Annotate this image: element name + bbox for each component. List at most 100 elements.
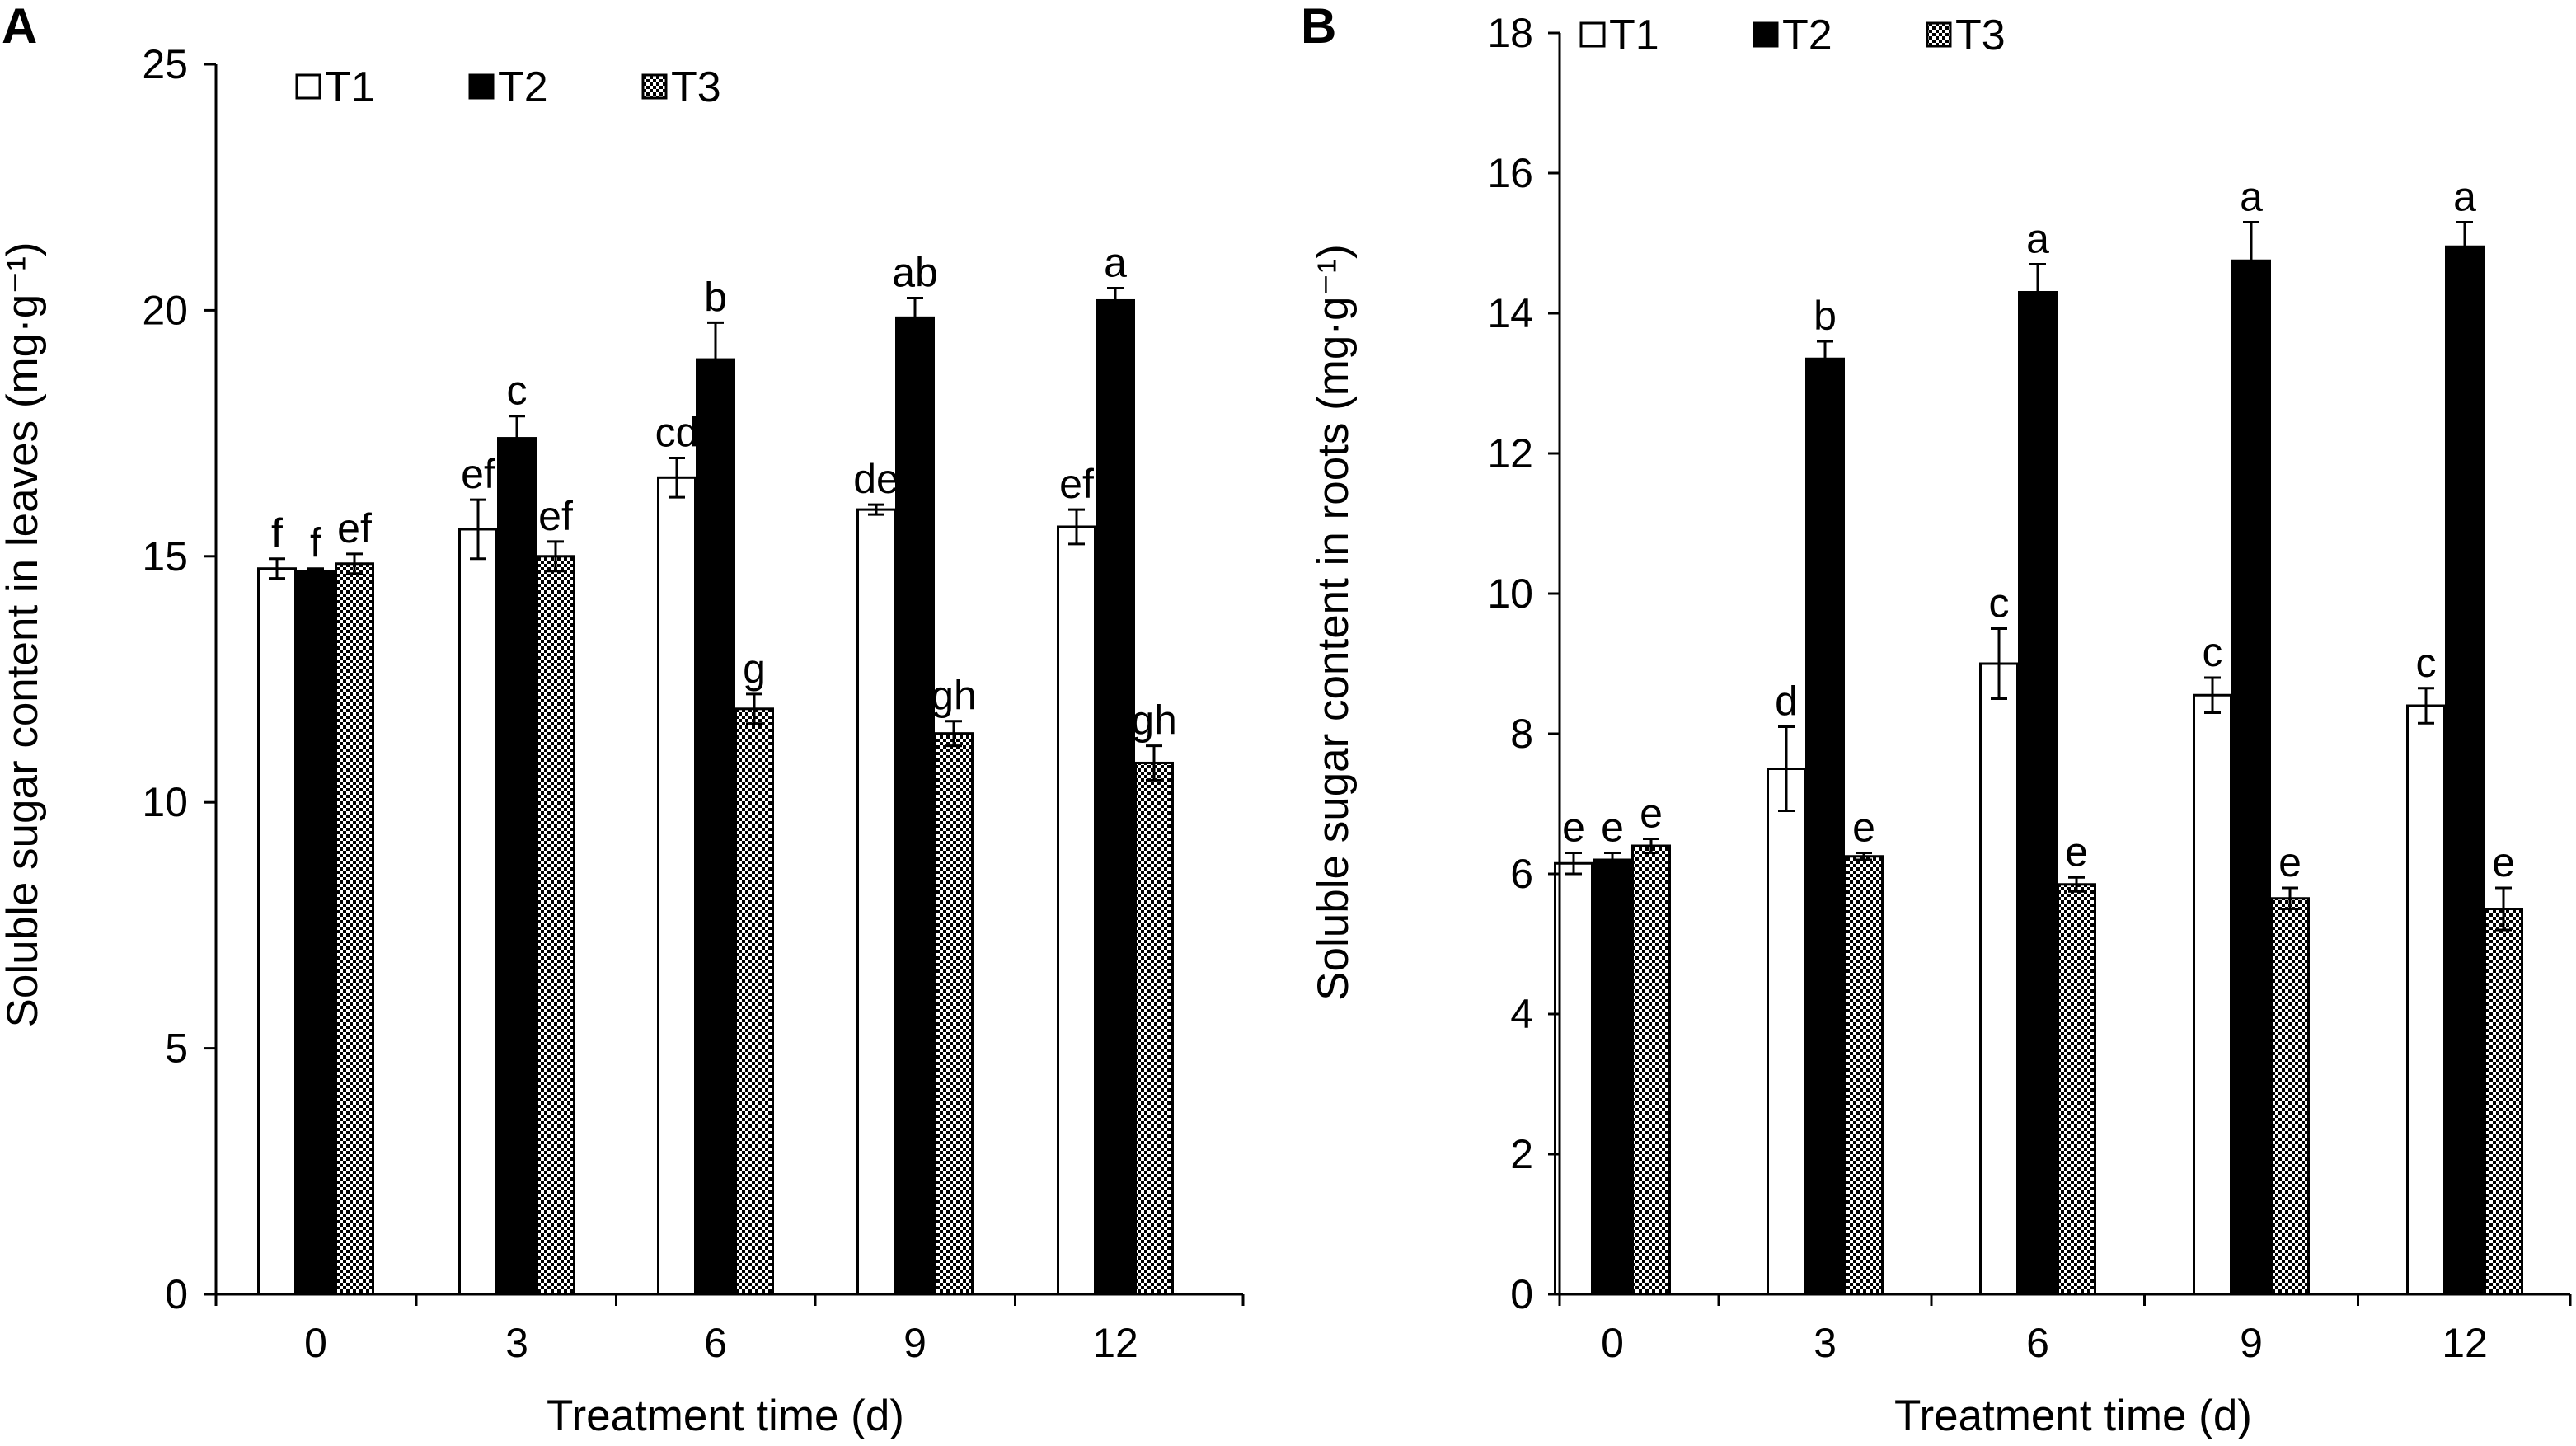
panel-b-y-tick-label: 16: [1487, 150, 1533, 196]
panel-a-error-bar-t1-day-3: [470, 498, 486, 561]
panel-b-letter-t1-day-0: e: [1562, 805, 1585, 851]
panel-a-error-bar-t1-day-6: [669, 456, 685, 499]
panel-a-bar-t1-day-3: [458, 528, 498, 1296]
panel-a-chart: A Soluble sugar content in leaves (mg·g⁻…: [0, 0, 1245, 1440]
panel-b-legend: T1 T2 T3: [1579, 12, 2006, 59]
panel-a-y-tick-label: 0: [165, 1271, 188, 1317]
panel-a-axes: 0 5 10 15 20 25 0 3 6 9 12: [142, 41, 1245, 1366]
panel-b-x-tick-label: 12: [2442, 1320, 2488, 1366]
panel-b-error-bar-t3-day-9: [2282, 886, 2298, 910]
panel-b-bar-t2-day-9: [2231, 259, 2271, 1296]
panel-a-letter-t2-day-6: b: [704, 274, 727, 320]
panel-a-error-bar-t1-day-12: [1068, 508, 1085, 546]
panel-b-letter-t2-day-0: e: [1601, 805, 1624, 851]
panel-b-bar-t1-day-6: [1979, 662, 2019, 1296]
panel-b-error-bar-t1-day-6: [1991, 627, 2007, 700]
panel-a-y-tick-label: 5: [165, 1026, 188, 1072]
panel-b-letter-t2-day-12: a: [2453, 174, 2476, 220]
panel-b-chart: B Soluble sugar content in roots (mg·g⁻¹…: [1301, 0, 2572, 1440]
panel-a-bar-t2-day-3: [497, 437, 537, 1296]
panel-a-bar-t2-day-12: [1096, 298, 1135, 1296]
panel-a-bar-t3-day-9: [934, 732, 974, 1296]
panel-b-legend-swatch-t3: [1926, 21, 1952, 48]
panel-b-y-tick-label: 2: [1510, 1131, 1533, 1177]
panel-a-legend-item-t1: T1: [295, 63, 375, 111]
panel-a-legend-label-t1: T1: [325, 63, 375, 111]
panel-a-x-tick-label: 12: [1092, 1320, 1138, 1366]
panel-a-letter-t2-day-9: ab: [892, 249, 938, 295]
panel-b-y-tick-label: 6: [1510, 851, 1533, 897]
panel-a-error-bar-t1-day-0: [269, 557, 285, 580]
panel-b-letter-t3-day-6: e: [2065, 829, 2088, 875]
panel-a-error-bar-t2-day-12: [1107, 287, 1124, 314]
panel-a-legend-label-t3: T3: [671, 63, 721, 111]
panel-a-y-tick-label: 25: [142, 41, 188, 87]
panel-a-error-bar-t3-day-9: [945, 720, 962, 748]
panel-b-letter-t3-day-12: e: [2492, 839, 2515, 885]
panel-b-error-bar-t3-day-0: [1643, 838, 1659, 854]
panel-b-letter-t3-day-0: e: [1640, 791, 1663, 837]
panel-a-legend-swatch-t2: [468, 73, 495, 100]
panel-b-letter-t1-day-6: c: [1989, 580, 2010, 627]
panel-b-x-tick-label: 9: [2240, 1320, 2263, 1366]
panel-b-bar-t2-day-6: [2018, 291, 2058, 1296]
panel-a-letter-t1-day-6: cd: [655, 409, 699, 455]
panel-a-error-bar-t2-day-6: [707, 321, 724, 398]
panel-b-letter-t3-day-9: e: [2278, 839, 2302, 885]
panel-b-error-bar-t3-day-6: [2068, 876, 2085, 893]
panel-a-legend-swatch-t3: [641, 73, 668, 100]
panel-b-error-bar-t2-day-9: [2243, 221, 2259, 301]
panel-b-error-bar-t2-day-3: [1817, 340, 1833, 378]
panel-b-bar-t2-day-3: [1805, 357, 1845, 1296]
panel-b-bar-t3-day-9: [2270, 897, 2310, 1296]
panel-b-x-tick-label: 3: [1814, 1320, 1837, 1366]
panel-b-y-tick-label: 18: [1487, 10, 1533, 56]
panel-a-error-bar-t3-day-0: [346, 552, 363, 575]
panel-a-letter-t3-day-3: ef: [538, 493, 573, 539]
panel-a-bar-t2-day-6: [696, 358, 735, 1296]
panel-b-bar-t3-day-6: [2057, 883, 2096, 1296]
panel-a-letter-t1-day-3: ef: [461, 451, 495, 497]
panel-b-bar-t3-day-0: [1631, 844, 1671, 1296]
panel-a-legend-swatch-t1: [295, 73, 321, 100]
panel-a-letter-t3-day-12: gh: [1131, 697, 1177, 744]
panel-a-bar-t3-day-12: [1134, 761, 1174, 1296]
panel-a-legend-item-t3: T3: [641, 63, 721, 111]
panel-a-letter-t3-day-0: ef: [337, 505, 372, 552]
panel-a-letter-t1-day-12: ef: [1059, 461, 1094, 507]
panel-a-y-tick-label: 20: [142, 287, 188, 333]
panel-a-bar-t1-day-9: [856, 508, 896, 1296]
panel-b-x-axis-title: Treatment time (d): [1894, 1392, 2252, 1440]
panel-a-bar-t1-day-0: [257, 567, 297, 1296]
panel-a-letter-t1-day-0: f: [271, 510, 283, 556]
panel-a-legend-label-t2: T2: [498, 63, 548, 111]
panel-a-letter-t2-day-12: a: [1104, 240, 1127, 286]
panel-b-bar-t3-day-3: [1844, 855, 1884, 1296]
panel-a-bar-t1-day-12: [1057, 525, 1096, 1296]
panel-b-error-bar-t3-day-3: [1856, 852, 1872, 861]
panel-b-bar-t1-day-3: [1767, 768, 1806, 1296]
panel-b-y-tick-label: 8: [1510, 711, 1533, 757]
panel-a-letter-t3-day-6: g: [743, 646, 766, 692]
panel-b-bar-t2-day-12: [2445, 245, 2485, 1296]
panel-a-bar-t3-day-3: [536, 555, 575, 1296]
panel-a-y-tick-label: 15: [142, 533, 188, 580]
panel-a-letter-t2-day-3: c: [507, 368, 528, 414]
panel-a-error-bars: [269, 287, 1162, 782]
panel-a-error-bar-t3-day-3: [547, 540, 564, 573]
panel-a-y-axis-title: Soluble sugar content in leaves (mg·g⁻¹): [0, 242, 47, 1028]
panel-b-error-bar-t2-day-6: [2029, 263, 2046, 322]
panel-b-error-bar-t2-day-0: [1604, 852, 1621, 868]
panel-b-legend-item-t1: T1: [1579, 12, 1659, 59]
panel-a-error-bar-t1-day-9: [868, 503, 884, 516]
panel-a-bar-t3-day-0: [335, 562, 374, 1296]
panel-b-letter-t2-day-6: a: [2026, 216, 2049, 262]
panel-a-error-bar-t3-day-6: [746, 692, 762, 725]
panel-b-letter: B: [1301, 0, 1336, 54]
panel-b-legend-swatch-t2: [1753, 21, 1779, 48]
panel-b-letter-t2-day-9: a: [2240, 174, 2263, 220]
panel-a-bar-t3-day-6: [734, 707, 774, 1296]
panel-a-letter-t2-day-0: f: [310, 520, 321, 566]
panel-b-legend-label-t2: T2: [1782, 12, 1832, 59]
